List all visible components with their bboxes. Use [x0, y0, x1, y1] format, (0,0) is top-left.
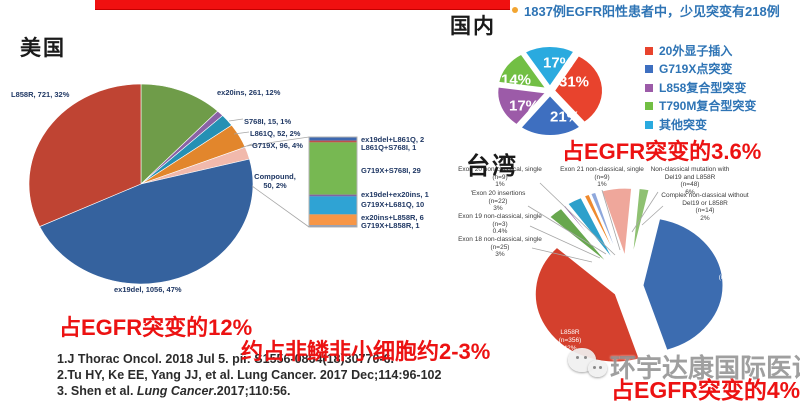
legend-label: L858复合型突变: [659, 81, 747, 95]
tw-section-title: 台湾: [466, 153, 518, 180]
leader-line: [246, 136, 310, 147]
bar-label-s7: G719X+L858R, 1: [361, 221, 420, 230]
pie-slice-ex20ins: [140, 83, 219, 185]
pie-slice-T790M复合型突变: [497, 52, 549, 91]
cn-pct-cyan: 17%: [542, 54, 574, 72]
pie-slice-ex19del: [39, 158, 254, 285]
us-label-l861q: L861Q, 52, 2%: [250, 129, 301, 138]
leader-line: [240, 143, 253, 149]
leader-line: [601, 189, 621, 251]
pie-slice-L858R: [28, 83, 142, 227]
bar-segment-ex19del+L861Q: [309, 137, 357, 141]
pie-slice-L858R: [534, 246, 640, 363]
cn-pct-green: 14%: [500, 71, 532, 89]
wechat-bubble-small: [588, 360, 607, 377]
tw-inside-del19: Del19 (n=354) 42%: [718, 266, 742, 289]
bar-label-s5: G719X+L681Q, 10: [361, 200, 425, 209]
tw-callout-exon21nc: Exon 21 non-classical, single (n=9) 1%: [560, 166, 644, 188]
bar-segment-ex20ins+L858R: [309, 214, 357, 226]
pie-slice-Exon 20 insertions: [567, 197, 614, 261]
leader-line: [233, 131, 250, 135]
leader-line: [527, 205, 607, 255]
bar-label-s6: ex20ins+L858R, 6: [361, 213, 424, 222]
bullet-dot-icon: [512, 7, 518, 13]
leader-line: [539, 182, 616, 256]
wechat-icon: [568, 344, 614, 384]
legend-item-other: 其他突变: [645, 116, 707, 133]
legend-label: 20外显子插入: [659, 44, 733, 58]
bar-label-s1: ex19del+L861Q, 2: [361, 135, 425, 144]
tw-inside-l858r: L858R (n=356) 42%: [558, 329, 582, 352]
pie-slice-20外显子插入: [552, 53, 604, 125]
bar-label-s2: L861Q+S768I, 1: [361, 143, 417, 152]
tw-callout-complexwo: Complex non-classical without Del19 or L8…: [661, 192, 749, 222]
us-label-ex20ins: ex20ins, 261, 12%: [217, 88, 281, 97]
bar-label-s4: ex19del+ex20ins, 1: [361, 190, 429, 199]
pie-slice-Exon 21 non-classical, single: [590, 191, 619, 258]
bar-segment-G719X+S768I: [309, 142, 357, 195]
pie-slice-L858复合型突变: [496, 85, 549, 127]
leader-line: [228, 118, 244, 122]
tw-callout-exon20ins: 'Exon 20 insertions (n=22) 3%: [470, 190, 526, 212]
cn-pct-purple: 17%: [508, 97, 540, 115]
pie-slice-Del19: [642, 218, 724, 351]
legend-item-t790m: T790M复合型突变: [645, 97, 756, 114]
us-label-s768i: S768I, 15, 1%: [244, 117, 292, 126]
leader-line: [251, 185, 310, 228]
pie-slice-Exon 18 non-classical, single: [549, 207, 609, 264]
legend-item-g719x: G719X点突变: [645, 60, 732, 77]
leader-line: [529, 225, 601, 259]
cn-pct-red: 31%: [558, 73, 590, 91]
header-bullet-text: 1837例EGFR阳性患者中，少见突变有218例: [524, 4, 780, 19]
bar-segment-L861Q+S768I: [309, 140, 357, 143]
bar-label-s3: G719X+S768I, 29: [361, 166, 421, 175]
us-section-title: 美国: [20, 37, 66, 60]
tw-callout-exon19nc: Exon 19 non-classical, single (n=3) 0.4%: [458, 213, 542, 235]
reference-2: 2.Tu HY, Ke EE, Yang JJ, et al. Lung Can…: [57, 368, 442, 382]
tw-egfr-share-note: 占EGFR突变的4%: [611, 377, 800, 403]
legend-swatch-blue: [645, 64, 653, 73]
leader-line: [531, 247, 593, 263]
bar-segment-ex19del+ex20ins: [309, 194, 357, 197]
us-label-l858r: L858R, 721, 32%: [11, 90, 70, 99]
leader-line: [641, 205, 664, 226]
legend-swatch-cyan: [645, 120, 653, 129]
leader-line: [631, 191, 659, 233]
top-red-bar: [95, 0, 510, 10]
bar-segment-G719X+L858R: [309, 225, 357, 227]
us-label-compound: Compound, 50, 2%: [254, 172, 296, 190]
legend-label: 其他突变: [659, 118, 708, 132]
pie-slice-Exon 20 non-classical, single: [583, 193, 618, 259]
tw-callout-ncwith: Non-classical mutation with Del19 and L85…: [650, 166, 730, 196]
legend-item-exon20ins: 20外显子插入: [645, 42, 732, 59]
pie-slice-其他突变: [523, 45, 576, 89]
us-label-ex19del: ex19del, 1056, 47%: [114, 285, 182, 294]
cn-egfr-share-note: 占EGFR突变的3.6%: [562, 139, 762, 164]
bar-outline: [308, 136, 358, 228]
pie-slice-Complex non-classical without Del19 or L858R: [631, 188, 650, 257]
cn-section-title: 国内: [450, 15, 496, 38]
pie-slice-G719X点突变: [518, 93, 583, 137]
us-label-g719x: G719X, 96, 4%: [252, 141, 303, 150]
legend-swatch-red: [645, 46, 653, 55]
tw-callout-exon18nc: Exon 18 non-classical, single (n=25) 3%: [458, 236, 542, 258]
us-egfr-share-note: 占EGFR突变的12%: [59, 315, 253, 340]
tw-callout-exon20nc: Exon 20 non-classical, single (n=9) 1%: [458, 166, 542, 188]
legend-label: T790M复合型突变: [659, 99, 757, 113]
watermark-text: 环宇达康国际医讯: [610, 353, 800, 383]
legend-swatch-green: [645, 101, 653, 110]
cn-pct-blue: 21%: [549, 108, 581, 126]
bar-segment-G719X+L681Q: [309, 196, 357, 215]
references: 1.J Thorac Oncol. 2018 Jul 5. pii: S1556…: [57, 351, 441, 399]
legend-label: G719X点突变: [659, 62, 733, 76]
legend-item-l858: L858复合型突变: [645, 79, 746, 96]
reference-1: 1.J Thorac Oncol. 2018 Jul 5. pii: S1556…: [57, 352, 394, 366]
reference-3: 3. Shen et al. Lung Cancer.2017;110:56.: [57, 384, 291, 398]
us-nsclc-share-note: 约占非鳞非小细胞约2-3%: [241, 339, 491, 364]
legend-swatch-purple: [645, 83, 653, 92]
